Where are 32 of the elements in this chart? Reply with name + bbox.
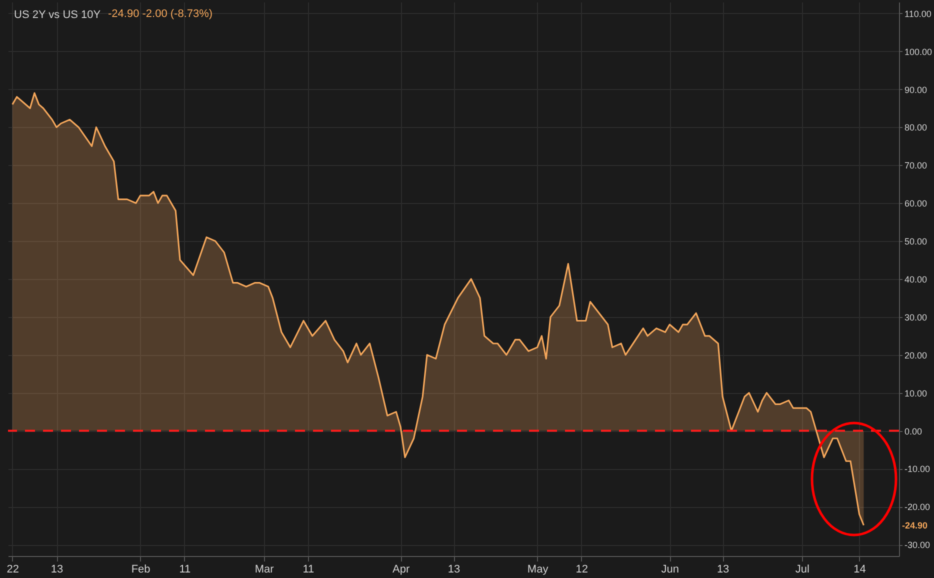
- x-tick-label: May: [527, 564, 549, 576]
- x-tick-label: 22: [6, 564, 20, 576]
- y-tick-label: 0.00: [904, 426, 922, 436]
- y-tick-label: 90.00: [904, 84, 928, 95]
- y-tick-label: -30.00: [904, 540, 930, 550]
- text: -24.90: [902, 520, 928, 530]
- x-tick-label: 12: [576, 564, 588, 576]
- x-tick-label: Jun: [661, 564, 680, 576]
- x-tick-label: Mar: [254, 564, 274, 576]
- y-tick-label: 110.00: [904, 8, 932, 19]
- y-tick-label: -20.00: [904, 502, 930, 512]
- text: US 2Y vs US 10Y: [14, 9, 102, 21]
- y-tick-label: 20.00: [904, 350, 928, 360]
- x-tick-label: Jul: [795, 564, 810, 576]
- x-tick-label: 13: [50, 564, 64, 576]
- y-tick-label: 70.00: [904, 160, 928, 171]
- x-tick-label: 11: [302, 564, 314, 576]
- x-tick-label: 14: [854, 564, 866, 576]
- y-tick-label: 50.00: [904, 236, 928, 247]
- y-tick-label: 80.00: [904, 122, 928, 133]
- y-tick-label: 100.00: [904, 46, 932, 57]
- x-tick-label: 13: [716, 564, 730, 576]
- y-tick-label: 60.00: [904, 198, 928, 209]
- y-tick-label: 10.00: [904, 388, 928, 398]
- y-tick-label: -10.00: [904, 464, 930, 474]
- x-tick-label: Feb: [131, 564, 150, 576]
- y-tick-label: 40.00: [904, 274, 928, 284]
- x-tick-label: 11: [179, 564, 191, 576]
- x-tick-label: 13: [448, 564, 460, 576]
- x-tick-label: Apr: [392, 564, 410, 576]
- y-tick-label: 30.00: [904, 312, 928, 322]
- annotation: -24.90 -2.00 (-8.73%): [108, 8, 213, 20]
